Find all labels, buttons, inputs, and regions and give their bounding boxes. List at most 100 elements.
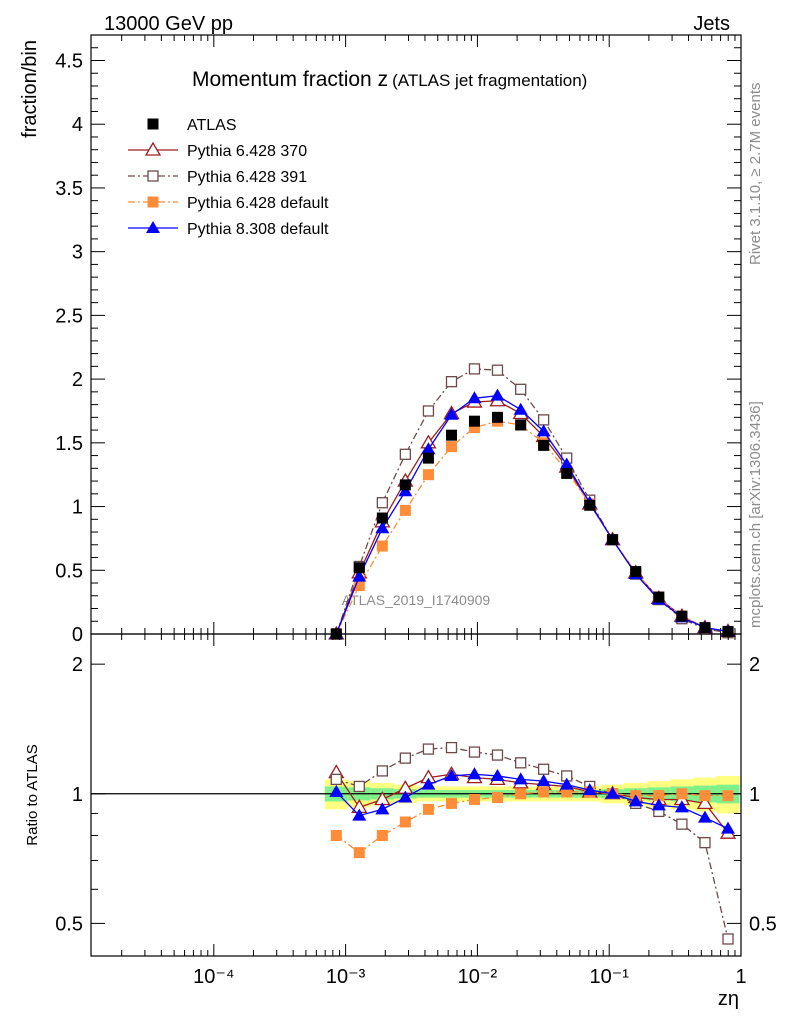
ratio-point — [491, 792, 503, 804]
ratio-point — [490, 768, 505, 781]
y-tick-label: 2 — [72, 369, 83, 391]
legend-label: Pythia 6.428 370 — [187, 143, 307, 160]
data-point — [584, 499, 596, 511]
ratio-point — [422, 803, 434, 815]
y-tick-label: 3 — [72, 242, 83, 264]
ratio-point — [699, 837, 711, 849]
ratio-point — [605, 786, 620, 799]
ratio-point — [697, 810, 712, 823]
data-point — [513, 402, 528, 415]
y-tick-label: 3.5 — [55, 178, 83, 200]
y-tick-label: 0.5 — [55, 913, 83, 935]
x-tick-label: 10⁻¹ — [589, 966, 629, 988]
data-point — [559, 457, 574, 470]
ratio-point — [398, 790, 413, 803]
ratio-point — [722, 790, 734, 802]
legend-label: Pythia 6.428 391 — [187, 169, 307, 186]
legend-marker — [147, 170, 159, 182]
legend-marker — [144, 141, 162, 156]
y-tick-label: 4.5 — [55, 50, 83, 72]
data-point — [537, 414, 550, 426]
x-tick-label: 10⁻² — [458, 966, 498, 988]
ratio-point — [513, 772, 528, 785]
ratio-point — [375, 802, 390, 815]
data-point — [446, 441, 458, 453]
y-axis-title: fraction/bin — [19, 40, 41, 138]
ratio-point — [696, 795, 714, 810]
data-point — [467, 391, 482, 404]
legend-marker — [146, 221, 160, 233]
ratio-point — [353, 780, 365, 793]
y-tick-label: 4 — [72, 114, 83, 136]
data-point — [352, 569, 367, 582]
ratio-point — [352, 808, 367, 821]
ratio-point — [628, 794, 643, 807]
ratio-series-pythia-6-428-391 — [330, 741, 734, 945]
data-point — [399, 504, 411, 516]
data-point — [722, 625, 734, 637]
data-point — [353, 580, 365, 592]
ratio-plot-frame — [90, 633, 742, 957]
data-point — [422, 405, 435, 417]
ratio-point — [353, 847, 365, 859]
data-point — [375, 521, 390, 534]
data-point — [444, 407, 459, 420]
data-point — [536, 424, 551, 437]
data-point — [515, 419, 527, 431]
main-panel: 0 0.5 1 1.5 2 2.5 3 3.5 4 4.5 fraction/bin Momentum… — [19, 34, 742, 646]
data-point — [699, 622, 711, 634]
y-tick-label-right: 1 — [749, 784, 760, 806]
ratio-point — [491, 749, 504, 761]
ratio-point — [330, 830, 342, 842]
ratio-series-pythia-8-308-default — [329, 767, 736, 834]
data-point — [446, 429, 458, 441]
ratio-point — [653, 790, 665, 802]
data-point — [653, 591, 665, 603]
data-point — [676, 610, 688, 622]
data-point — [561, 467, 573, 479]
x-tick-label: 10⁻³ — [326, 966, 366, 988]
ratio-point — [537, 763, 550, 775]
ratio-point — [468, 746, 481, 758]
y-tick-label: 0 — [72, 624, 83, 646]
ratio-point — [559, 777, 574, 790]
data-point — [422, 469, 434, 481]
data-point — [538, 439, 550, 451]
ratio-point — [699, 790, 711, 802]
data-point — [421, 442, 436, 455]
ratio-point — [468, 793, 480, 805]
rivet-version-label: Rivet 3.1.10, ≥ 2.7M events — [747, 83, 764, 266]
y-tick-label: 2.5 — [55, 305, 83, 327]
data-point — [468, 422, 480, 434]
ratio-point — [376, 765, 388, 777]
category-label: Jets — [693, 13, 730, 35]
legend-marker — [147, 118, 159, 130]
ratio-point — [515, 757, 527, 769]
data-point — [607, 534, 619, 546]
ratio-line — [336, 746, 729, 940]
y-tick-label: 1 — [72, 784, 83, 806]
chart-subtitle: (ATLAS jet fragmentation) — [392, 71, 587, 90]
legend-label: Pythia 8.308 default — [187, 221, 329, 238]
process-label: 13000 GeV pp — [104, 13, 233, 35]
ratio-point — [329, 784, 344, 797]
ratio-point — [561, 786, 573, 798]
ratio-y-axis-title: Ratio to ATLAS — [24, 744, 41, 845]
data-point — [491, 364, 504, 376]
x-tick-label: 10⁻⁴ — [193, 966, 234, 988]
ratio-point — [330, 773, 342, 786]
ratio-point — [421, 777, 436, 790]
ratio-point — [399, 752, 412, 764]
y-tick-label: 1 — [72, 497, 83, 519]
data-point — [376, 540, 388, 552]
data-point — [491, 411, 503, 423]
ratio-point — [538, 786, 550, 798]
x-tick-label: 1 — [735, 966, 746, 988]
ratio-point — [674, 800, 689, 813]
data-point — [353, 562, 365, 574]
data-point — [399, 448, 412, 460]
ratio-point — [399, 816, 411, 828]
data-point — [468, 363, 481, 375]
